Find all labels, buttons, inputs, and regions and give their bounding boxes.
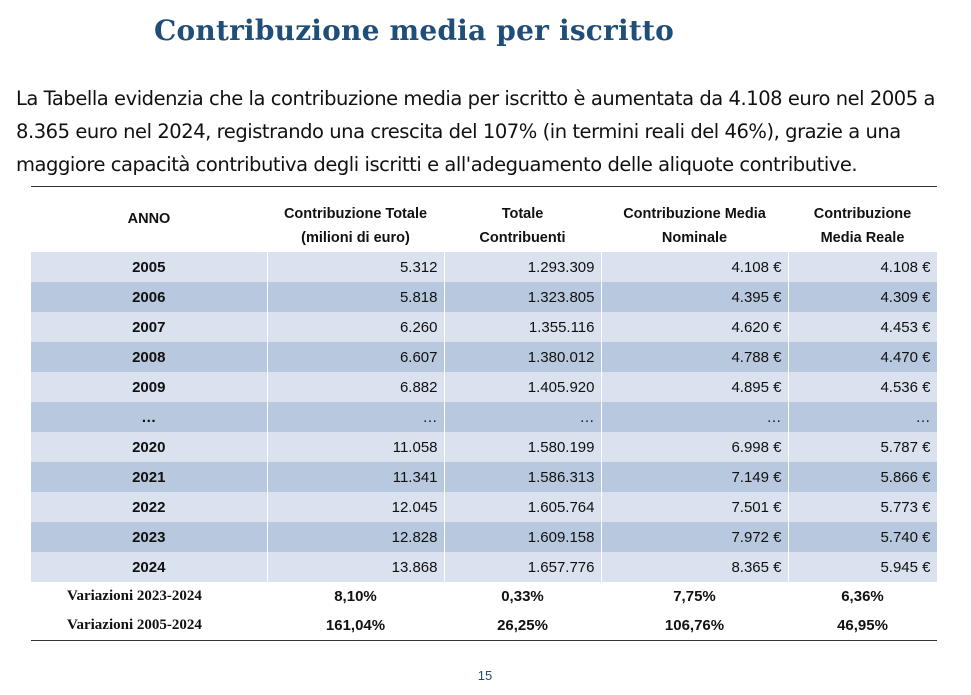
header-contribuzione-totale-unit: (milioni di euro) — [301, 230, 410, 246]
header-anno: ANNO — [31, 186, 267, 252]
cell-totale-contribuenti: 1.293.309 — [444, 252, 602, 282]
header-contribuzione-totale: Contribuzione Totale — [267, 186, 444, 224]
variation-media-nominale: 7,75% — [601, 582, 788, 611]
cell-media-nominale: 4.895 € — [601, 372, 789, 402]
cell-anno: 2022 — [31, 492, 268, 522]
page-number: 15 — [477, 668, 493, 683]
cell-totale-contribuenti: 1.586.313 — [444, 462, 602, 492]
cell-totale-contribuenti: 1.605.764 — [444, 492, 602, 522]
cell-media-nominale: … — [601, 402, 789, 432]
variation-media-reale: 6,36% — [788, 582, 937, 611]
table-row: 2008 6.607 1.380.012 4.788 €4.470 € — [31, 342, 938, 372]
variation-contribuzione-totale: 8,10% — [267, 582, 444, 611]
cell-media-nominale: 4.620 € — [601, 312, 789, 342]
header-media-reale-sub: Media Reale — [820, 230, 905, 246]
header-totale-contribuenti: Totale — [444, 186, 601, 224]
cell-totale-contribuenti: … — [444, 402, 602, 432]
cell-anno: 2021 — [31, 462, 268, 492]
cell-media-nominale: 4.788 € — [601, 342, 789, 372]
table-row: 2022 12.045 1.605.764 7.501 €5.773 € — [31, 492, 938, 522]
cell-totale-contribuenti: 1.380.012 — [444, 342, 602, 372]
cell-media-nominale: 6.998 € — [601, 432, 789, 462]
cell-media-nominale: 7.149 € — [601, 462, 789, 492]
cell-anno: 2009 — [31, 372, 268, 402]
cell-anno: 2023 — [31, 522, 268, 552]
table-row: 2020 11.058 1.580.199 6.998 €5.787 € — [31, 432, 938, 462]
variation-label: Variazioni 2023-2024 — [31, 582, 267, 611]
cell-anno: 2005 — [31, 252, 268, 282]
variation-media-reale: 46,95% — [788, 611, 937, 641]
cell-contribuzione-totale: 12.828 — [267, 522, 445, 552]
cell-anno: 2020 — [31, 432, 268, 462]
variation-row: Variazioni 2005-2024 161,04% 26,25% 106,76%… — [31, 611, 937, 641]
cell-totale-contribuenti: 1.609.158 — [444, 522, 602, 552]
cell-media-reale: … — [788, 402, 938, 432]
cell-anno: 2007 — [31, 312, 268, 342]
variation-media-nominale: 106,76% — [601, 611, 788, 641]
variation-totale-contribuenti: 26,25% — [444, 611, 601, 641]
cell-media-nominale: 4.108 € — [601, 252, 789, 282]
cell-anno: … — [31, 402, 268, 432]
table-row: 2009 6.882 1.405.920 4.895 €4.536 € — [31, 372, 938, 402]
cell-anno: 2024 — [31, 552, 268, 582]
header-media-reale: Contribuzione — [788, 186, 937, 224]
cell-contribuzione-totale: 6.882 — [267, 372, 445, 402]
cell-media-reale: 4.108 € — [788, 252, 938, 282]
cell-media-nominale: 4.395 € — [601, 282, 789, 312]
intro-paragraph: La Tabella evidenzia che la contribuzion… — [16, 87, 935, 176]
cell-totale-contribuenti: 1.657.776 — [444, 552, 602, 582]
cell-media-reale: 5.773 € — [788, 492, 938, 522]
cell-media-reale: 4.453 € — [788, 312, 938, 342]
cell-media-reale: 4.470 € — [788, 342, 938, 372]
table-row: 2006 5.818 1.323.805 4.395 €4.309 € — [31, 282, 938, 312]
table-row: 2005 5.312 1.293.309 4.108 €4.108 € — [31, 252, 938, 282]
cell-contribuzione-totale: 5.312 — [267, 252, 445, 282]
cell-totale-contribuenti: 1.355.116 — [444, 312, 602, 342]
cell-contribuzione-totale: … — [267, 402, 445, 432]
table-row: 2024 13.868 1.657.776 8.365 €5.945 € — [31, 552, 938, 582]
cell-media-reale: 5.866 € — [788, 462, 938, 492]
cell-contribuzione-totale: 5.818 — [267, 282, 445, 312]
cell-anno: 2006 — [31, 282, 268, 312]
cell-media-reale: 4.536 € — [788, 372, 938, 402]
cell-totale-contribuenti: 1.405.920 — [444, 372, 602, 402]
variation-label: Variazioni 2005-2024 — [31, 611, 267, 641]
cell-totale-contribuenti: 1.580.199 — [444, 432, 602, 462]
cell-totale-contribuenti: 1.323.805 — [444, 282, 602, 312]
cell-media-reale: 5.740 € — [788, 522, 938, 552]
contribution-table-container: ANNO Contribuzione Totale Totale Contrib… — [31, 186, 938, 641]
table-row: 2007 6.260 1.355.116 4.620 €4.453 € — [31, 312, 938, 342]
page-title: Contribuzione media per iscritto — [154, 14, 674, 47]
variation-row: Variazioni 2023-2024 8,10% 0,33% 7,75% 6,36% — [31, 582, 937, 611]
variation-contribuzione-totale: 161,04% — [267, 611, 444, 641]
cell-contribuzione-totale: 12.045 — [267, 492, 445, 522]
cell-media-nominale: 8.365 € — [601, 552, 789, 582]
table-row: 2023 12.828 1.609.158 7.972 €5.740 € — [31, 522, 938, 552]
cell-media-nominale: 7.501 € — [601, 492, 789, 522]
header-media-nominale: Contribuzione Media — [601, 186, 788, 224]
cell-anno: 2008 — [31, 342, 268, 372]
cell-contribuzione-totale: 13.868 — [267, 552, 445, 582]
variation-totale-contribuenti: 0,33% — [444, 582, 601, 611]
table-body: 2005 5.312 1.293.309 4.108 €4.108 €2006 5.81… — [31, 252, 938, 641]
contribution-table: ANNO Contribuzione Totale Totale Contrib… — [31, 186, 938, 641]
cell-media-nominale: 7.972 € — [601, 522, 789, 552]
cell-media-reale: 4.309 € — [788, 282, 938, 312]
cell-contribuzione-totale: 6.260 — [267, 312, 445, 342]
cell-contribuzione-totale: 6.607 — [267, 342, 445, 372]
table-row: 2021 11.341 1.586.313 7.149 €5.866 € — [31, 462, 938, 492]
cell-media-reale: 5.945 € — [788, 552, 938, 582]
cell-media-reale: 5.787 € — [788, 432, 938, 462]
header-totale-contribuenti-sub: Contribuenti — [479, 230, 566, 246]
cell-contribuzione-totale: 11.058 — [267, 432, 445, 462]
header-media-nominale-sub: Nominale — [661, 230, 728, 246]
cell-contribuzione-totale: 11.341 — [267, 462, 445, 492]
table-row: …………… — [31, 402, 938, 432]
